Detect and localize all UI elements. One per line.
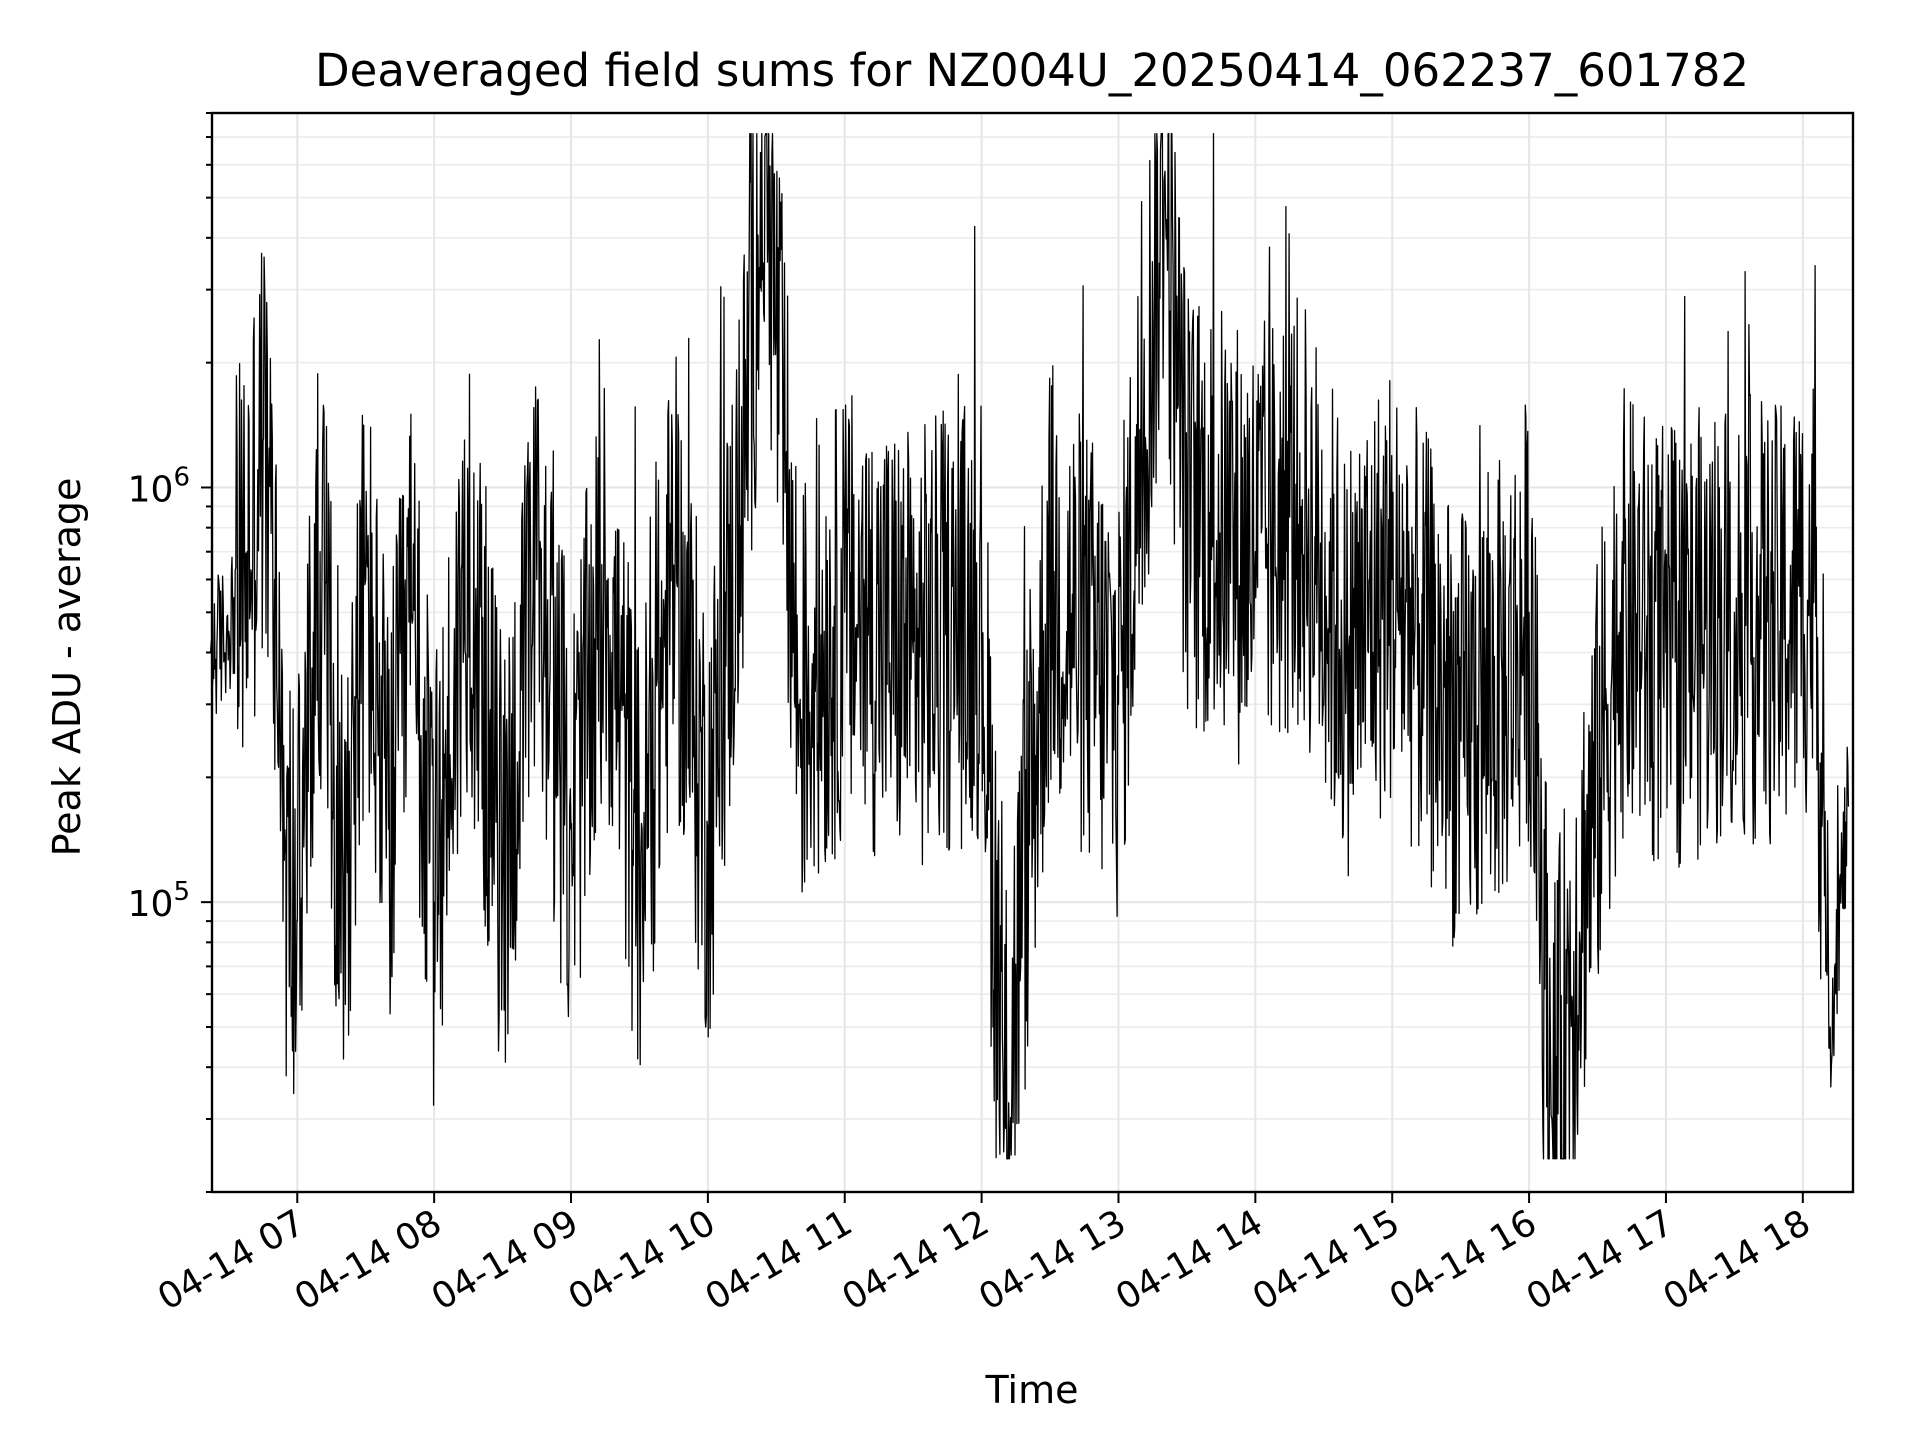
x-axis-label: Time	[985, 1368, 1079, 1412]
y-tick-exponent: 6	[173, 462, 190, 492]
y-tick-base: 10	[128, 884, 174, 925]
y-tick-base: 10	[128, 469, 174, 510]
y-tick-label: 105	[128, 877, 190, 925]
y-axis-label: Peak ADU - average	[45, 478, 89, 857]
y-tick-label: 106	[128, 462, 190, 510]
chart-title: Deaveraged field sums for NZ004U_2025041…	[315, 44, 1749, 97]
axis-ticks	[201, 112, 1804, 1203]
series-line	[209, 133, 1850, 1160]
y-tick-exponent: 5	[173, 877, 190, 907]
